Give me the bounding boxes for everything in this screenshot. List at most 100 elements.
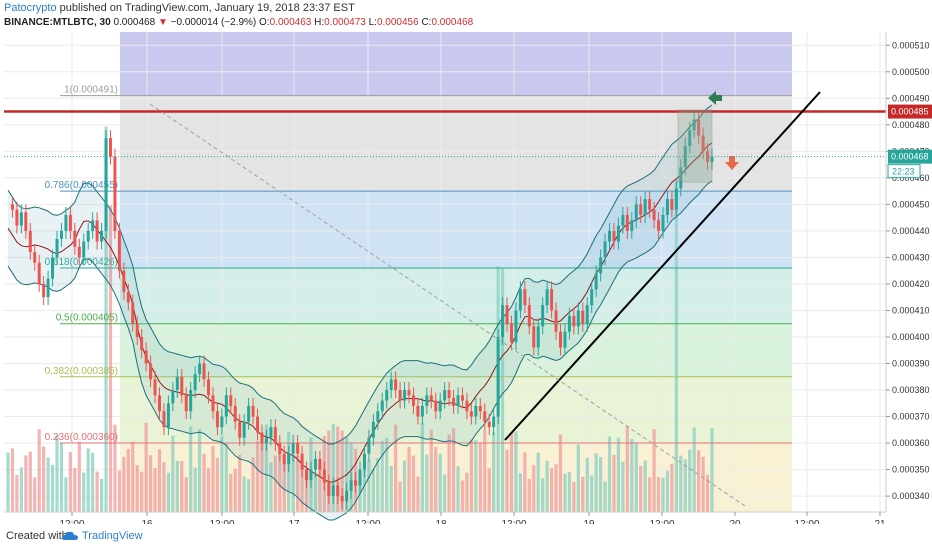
candle-body [55, 238, 59, 258]
candle-body [184, 395, 188, 412]
volume-bar [505, 449, 509, 512]
candle-body [567, 315, 571, 332]
volume-bar [554, 464, 558, 512]
volume-bar [86, 448, 90, 512]
candle-body [340, 496, 344, 502]
volume-bar [171, 435, 175, 512]
volume-bar [50, 464, 55, 512]
x-tick-label: 12:00 [501, 519, 526, 524]
volume-bar [282, 455, 286, 512]
change-value: −0.000014 (−2.9%) [170, 17, 257, 28]
candle-body [452, 397, 456, 406]
volume-bar [251, 457, 255, 512]
volume-bar [264, 424, 269, 512]
candle-body [559, 331, 563, 348]
fib-zone [120, 323, 792, 377]
y-tick-label: 0.000400 [892, 332, 930, 342]
candle-body [224, 395, 228, 417]
candle-body [376, 411, 380, 422]
last-price-label: 0.000468 [891, 152, 929, 162]
candle-body [100, 230, 104, 242]
candle-body [95, 220, 99, 242]
volume-bar [197, 428, 202, 512]
volume-bar [394, 424, 398, 512]
candle-body [625, 214, 629, 231]
volume-bar [33, 477, 37, 512]
fib-label: 0.236(0.000360) [45, 432, 118, 443]
volume-bar [313, 474, 318, 512]
candle-body [523, 289, 527, 306]
candle-body [474, 405, 478, 417]
volume-bar [599, 457, 603, 512]
candle-body [652, 209, 656, 221]
volume-bar [420, 422, 424, 512]
candle-body [701, 135, 705, 152]
volume-bar [688, 449, 692, 512]
candle-body [211, 395, 215, 412]
volume-bar [233, 468, 237, 512]
volume-bar [661, 477, 665, 512]
candle-body [33, 252, 37, 263]
author-name[interactable]: Patocrypto [4, 2, 57, 14]
volume-bar [438, 453, 442, 512]
candle-body [354, 480, 358, 486]
candle-body [202, 363, 206, 380]
candle-body [501, 305, 505, 337]
candle-body [380, 400, 384, 412]
y-tick-label: 0.000360 [892, 438, 930, 448]
candle-body [300, 453, 304, 470]
volume-bar [487, 468, 491, 512]
candle-body [541, 305, 545, 327]
fib-zone [120, 191, 792, 269]
volume-bar [184, 477, 188, 512]
last-price-badge [888, 149, 932, 164]
volume-bar [500, 268, 505, 512]
fib-label: 0.5(0.000405) [56, 313, 118, 324]
x-tick-label: 20 [729, 519, 741, 524]
volume-bar [304, 467, 309, 512]
candle-body [572, 315, 576, 327]
candle-body [634, 204, 638, 221]
candle-body [692, 119, 696, 131]
volume-bar [612, 454, 616, 512]
price-chart[interactable]: 1(0.000491) 0.786(0.000455) 0.618(0.000426… [0, 32, 932, 524]
volume-bar [558, 434, 563, 512]
volume-bar [202, 453, 206, 512]
candle-body [91, 220, 95, 231]
candle-body [51, 257, 55, 279]
candle-body [260, 432, 264, 444]
y-tick-label: 0.000490 [892, 93, 930, 103]
volume-bar [679, 455, 683, 512]
low-label: L: [368, 17, 377, 28]
candle-body [313, 458, 317, 470]
volume-bar [509, 432, 514, 512]
candle-body [162, 411, 166, 428]
tradingview-cloud-icon [62, 531, 78, 540]
volume-bar [331, 423, 335, 512]
volume-bar [135, 465, 139, 512]
candle-body [509, 323, 513, 343]
candle-body [117, 230, 121, 271]
volume-bar [77, 441, 81, 512]
volume-bar [514, 431, 518, 512]
ohlc-line: BINANCE:MTLBTC, 30 0.000468 ▼ −0.000014 … [4, 17, 473, 28]
candle-body [661, 214, 665, 231]
candle-body [536, 326, 540, 348]
x-tick-label: 12:00 [209, 519, 234, 524]
tradingview-brand[interactable]: TradingView [82, 530, 143, 542]
volume-bar [532, 465, 536, 512]
candle-body [86, 230, 90, 242]
candle-body [198, 363, 202, 375]
candle-body [291, 443, 295, 454]
candle-body [385, 390, 389, 401]
candle-body [144, 350, 148, 364]
published-text: published on TradingView.com, January 19… [59, 2, 355, 14]
volume-bar [371, 469, 375, 512]
candle-body [37, 262, 41, 284]
candle-body [590, 289, 594, 306]
candle-body [233, 405, 237, 422]
high-value: 0.000473 [324, 17, 366, 28]
fib-diagonal [149, 103, 746, 507]
volume-bar [336, 426, 340, 512]
volume-bar [594, 453, 598, 512]
